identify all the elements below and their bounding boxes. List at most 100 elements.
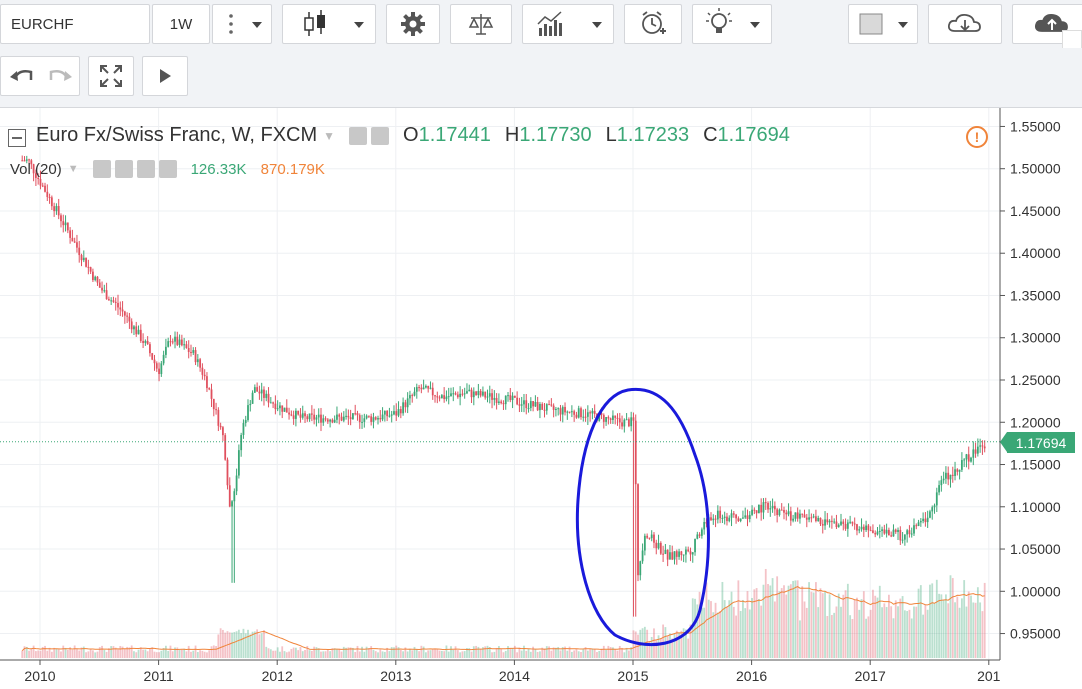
volume-bar — [443, 651, 446, 658]
symbol-search-input[interactable]: EURCHF — [0, 4, 150, 44]
candle-body — [28, 159, 30, 161]
volume-bar — [742, 599, 744, 658]
candle-body — [557, 408, 560, 410]
candle-body — [493, 397, 496, 400]
candle-body — [712, 518, 715, 521]
interval-button[interactable]: 1W — [152, 4, 210, 44]
compare-button[interactable] — [450, 4, 512, 44]
volume-bar — [507, 646, 509, 658]
candle-body — [529, 401, 532, 409]
volume-bar — [76, 649, 78, 658]
candle-body — [965, 454, 968, 460]
volume-bar — [582, 648, 585, 658]
ideas-button[interactable] — [692, 4, 772, 44]
volume-bar — [340, 651, 343, 658]
candle-body — [650, 534, 653, 539]
volume-bar — [222, 629, 224, 658]
volume-bar — [616, 650, 619, 658]
candle-body — [199, 359, 202, 368]
volume-bar — [979, 602, 982, 658]
candle-body — [744, 515, 747, 518]
candle-body — [119, 307, 122, 310]
candle-body — [732, 513, 735, 515]
volume-bar — [826, 616, 829, 658]
volume-bar — [304, 650, 306, 658]
volume-menu-chevron-icon[interactable]: ▼ — [67, 163, 79, 175]
volume-bar — [461, 651, 464, 658]
series-title: Euro Fx/Swiss Franc, W, FXCM — [36, 124, 318, 146]
replay-button[interactable] — [142, 56, 188, 96]
candle-body — [495, 397, 498, 403]
redo-icon[interactable] — [49, 70, 72, 81]
volume-bar — [894, 600, 897, 658]
volume-bar — [764, 568, 767, 658]
series-menu-chevron-icon[interactable]: ▼ — [323, 128, 336, 143]
collapse-pane-button[interactable] — [8, 129, 26, 147]
candle-body — [721, 517, 724, 519]
volume-bar — [901, 596, 904, 658]
price-chart[interactable]: 1.55000 1.50000 1.45000 1.40000 1.35000 1.300… — [0, 108, 1082, 689]
volume-add-icon[interactable] — [136, 160, 155, 178]
candle-body — [552, 405, 555, 410]
candle-body — [176, 336, 179, 345]
load-chart-button[interactable] — [928, 4, 1002, 44]
candle-body — [249, 403, 252, 406]
volume-bar — [737, 580, 740, 658]
candle-body — [41, 185, 44, 187]
volume-remove-icon[interactable] — [158, 160, 177, 178]
volume-bar — [130, 645, 133, 658]
volume-bar — [981, 611, 984, 658]
volume-bar — [386, 647, 389, 658]
candle-body — [776, 509, 779, 516]
candle-body — [808, 517, 810, 520]
interval-dropdown-button[interactable] — [212, 4, 272, 44]
eye-icon[interactable] — [349, 126, 368, 145]
candle-body — [755, 510, 758, 514]
fullscreen-button[interactable] — [88, 56, 134, 96]
volume-bar — [878, 585, 881, 658]
price-axis — [1000, 108, 1082, 689]
candle-body — [105, 290, 108, 300]
volume-bar — [566, 650, 569, 658]
volume-bar — [418, 651, 420, 658]
volume-bar — [105, 651, 108, 658]
candle-body — [748, 514, 751, 520]
alert-button[interactable] — [624, 4, 682, 44]
series-settings-icon[interactable] — [371, 126, 390, 145]
volume-bar — [954, 602, 956, 658]
indicators-button[interactable] — [522, 4, 614, 44]
candle-body — [486, 396, 489, 398]
candle-body — [760, 504, 763, 513]
candle-body — [785, 512, 788, 515]
volume-bar — [103, 649, 106, 658]
candle-body — [653, 534, 655, 543]
price-tick-label: 1.55000 — [1010, 118, 1061, 134]
undo-icon[interactable] — [10, 70, 33, 81]
volume-settings-icon[interactable] — [114, 160, 133, 178]
settings-button[interactable] — [386, 4, 440, 44]
candle-body — [174, 336, 176, 342]
candle-body — [183, 344, 186, 346]
candle-body — [584, 416, 587, 418]
candle-body — [657, 542, 660, 549]
color-picker-button[interactable] — [848, 4, 918, 44]
candle-body — [192, 350, 195, 353]
candle-body — [415, 387, 418, 392]
candle-body — [589, 412, 592, 414]
volume-bar — [972, 602, 975, 658]
volume-bar — [62, 645, 65, 658]
candle-body — [103, 290, 106, 292]
volume-eye-icon[interactable] — [92, 160, 111, 178]
volume-bar — [80, 647, 83, 658]
candle-body — [126, 315, 129, 317]
candle-body — [520, 404, 523, 406]
chart-style-button[interactable] — [282, 4, 376, 44]
candle-body — [960, 460, 963, 470]
candle-body — [842, 521, 845, 525]
volume-bar — [164, 645, 167, 658]
volume-bar — [888, 594, 890, 658]
volume-bar — [495, 647, 498, 658]
candle-body — [142, 340, 144, 343]
data-warning-icon[interactable]: ! — [966, 126, 988, 148]
idea-bulb-icon — [706, 8, 760, 33]
